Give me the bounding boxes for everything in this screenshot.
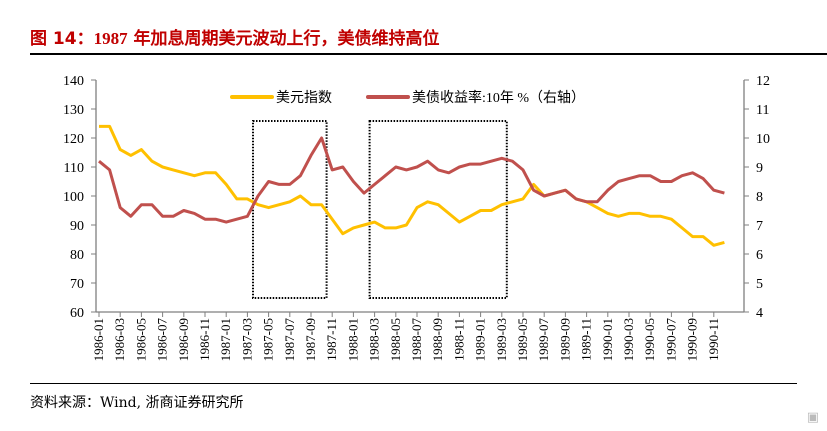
left-tick-label: 80 (70, 248, 84, 263)
legend-label: 美债收益率:10年 %（右轴） (412, 89, 585, 106)
x-tick-label: 1989-05 (515, 318, 530, 361)
x-tick-label: 1986-03 (112, 318, 127, 361)
source-divider (30, 383, 797, 384)
right-tick-label: 8 (756, 190, 763, 205)
left-tick-label: 110 (64, 161, 84, 176)
x-tick-label: 1988-07 (409, 318, 424, 362)
x-tick-label: 1989-09 (557, 318, 572, 361)
x-tick-label: 1988-01 (345, 318, 360, 361)
x-tick-label: 1990-07 (663, 318, 678, 362)
x-tick-label: 1987-01 (218, 318, 233, 361)
x-tick-label: 1987-03 (239, 318, 254, 361)
highlight-box (368, 120, 508, 299)
x-tick-label: 1986-01 (91, 318, 106, 361)
left-tick-label: 70 (70, 277, 84, 292)
x-tick-label: 1990-01 (600, 318, 615, 361)
x-tick-label: 1987-07 (282, 318, 297, 362)
x-tick-label: 1987-05 (261, 318, 276, 361)
x-tick-label: 1990-05 (642, 318, 657, 361)
x-tick-label: 1989-11 (579, 318, 594, 361)
figure-title-text: 年加息周期美元波动上行，美债维持高位 (127, 29, 440, 49)
figure-title-year: 1987 (93, 29, 128, 48)
left-tick-label: 140 (63, 74, 84, 89)
left-tick-label: 60 (70, 306, 84, 321)
right-tick-label: 12 (756, 74, 770, 89)
x-tick-label: 1988-05 (388, 318, 403, 361)
x-tick-label: 1986-05 (133, 318, 148, 361)
x-tick-label: 1990-11 (706, 318, 721, 361)
x-tick-label: 1988-09 (430, 318, 445, 361)
right-tick-label: 7 (756, 219, 763, 234)
x-tick-label: 1990-09 (685, 318, 700, 361)
left-tick-label: 120 (63, 132, 84, 147)
right-tick-label: 4 (756, 306, 763, 321)
right-tick-label: 5 (756, 277, 763, 292)
x-tick-label: 1986-11 (197, 318, 212, 361)
left-tick-label: 100 (63, 190, 84, 205)
x-tick-label: 1986-07 (155, 318, 170, 362)
x-tick-label: 1988-11 (451, 318, 466, 361)
left-tick-label: 90 (70, 219, 84, 234)
x-tick-label: 1986-09 (176, 318, 191, 361)
series-line-dollar-index (99, 124, 725, 247)
figure-title: 图 14：1987 年加息周期美元波动上行，美债维持高位 (30, 24, 440, 49)
x-tick-label: 1989-07 (536, 318, 551, 362)
right-tick-label: 9 (756, 161, 763, 176)
legend-label: 美元指数 (276, 90, 332, 106)
figure-title-prefix: 图 14： (30, 29, 94, 49)
series-line-treasury-yield (98, 136, 725, 224)
x-tick-label: 1990-03 (621, 318, 636, 361)
watermark-logo: ▣ (806, 410, 819, 425)
right-tick-label: 11 (756, 103, 769, 118)
x-tick-label: 1987-11 (324, 318, 339, 361)
source-note: 资料来源：Wind, 浙商证券研究所 (30, 395, 244, 411)
x-tick-label: 1987-09 (303, 318, 318, 361)
line-chart: 60 70 80 90 100 110 120 130 140 4 5 6 7 8 9 10 11 12 1986-… (63, 74, 770, 362)
left-tick-label: 130 (63, 103, 84, 118)
x-tick-label: 1989-01 (473, 318, 488, 361)
title-divider (30, 53, 827, 55)
x-tick-label: 1988-03 (367, 318, 382, 361)
x-tick-label: 1989-03 (494, 318, 509, 361)
right-tick-label: 6 (756, 248, 763, 263)
right-tick-label: 10 (756, 132, 770, 147)
